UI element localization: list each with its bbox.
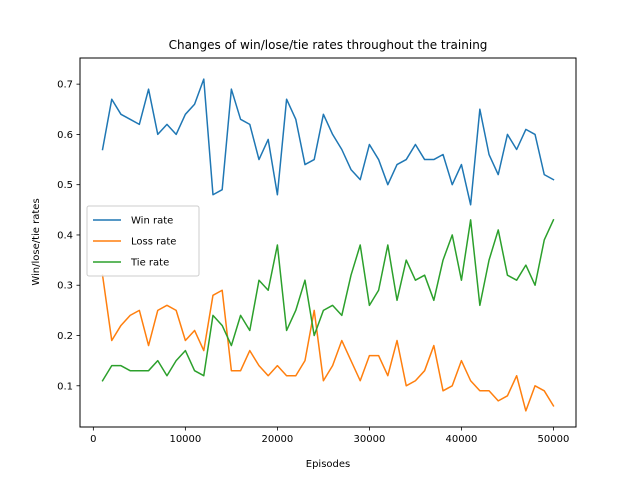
y-tick-label: 0.3 — [57, 281, 73, 292]
series-line-3 — [101, 218, 555, 382]
y-tick-label: 0.6 — [57, 130, 73, 141]
x-tick-label: 20000 — [261, 434, 293, 445]
y-tick-label: 0.4 — [57, 230, 73, 241]
x-tick-label: 40000 — [446, 434, 478, 445]
series-line-2 — [101, 274, 555, 412]
legend-label-1: Win rate — [131, 216, 173, 227]
y-tick-label: 0.1 — [57, 381, 73, 392]
y-axis-label: Win/lose/tie rates — [31, 198, 42, 285]
y-axis: 0.1 0.2 0.3 0.4 0.5 0.6 0.7 — [57, 80, 80, 392]
legend-label-2: Loss rate — [131, 237, 176, 248]
x-tick-label: 10000 — [169, 434, 201, 445]
legend-label-3: Tie rate — [130, 258, 169, 269]
x-axis-label: Episodes — [306, 459, 350, 470]
y-tick-label: 0.5 — [57, 180, 73, 191]
y-tick-label: 0.7 — [57, 80, 73, 91]
x-tick-label: 50000 — [538, 434, 570, 445]
x-tick-label: 30000 — [354, 434, 386, 445]
legend: Win rate Loss rate Tie rate — [86, 205, 200, 277]
plot-frame — [79, 57, 577, 428]
y-tick-label: 0.2 — [57, 331, 73, 342]
legend-box — [86, 205, 200, 277]
series-line-1 — [101, 78, 555, 206]
series-layer — [101, 78, 555, 412]
x-axis: 0 10000 20000 30000 40000 50000 — [90, 427, 569, 445]
chart-title: Changes of win/lose/tie rates throughout… — [169, 38, 488, 52]
x-tick-label: 0 — [90, 434, 96, 445]
